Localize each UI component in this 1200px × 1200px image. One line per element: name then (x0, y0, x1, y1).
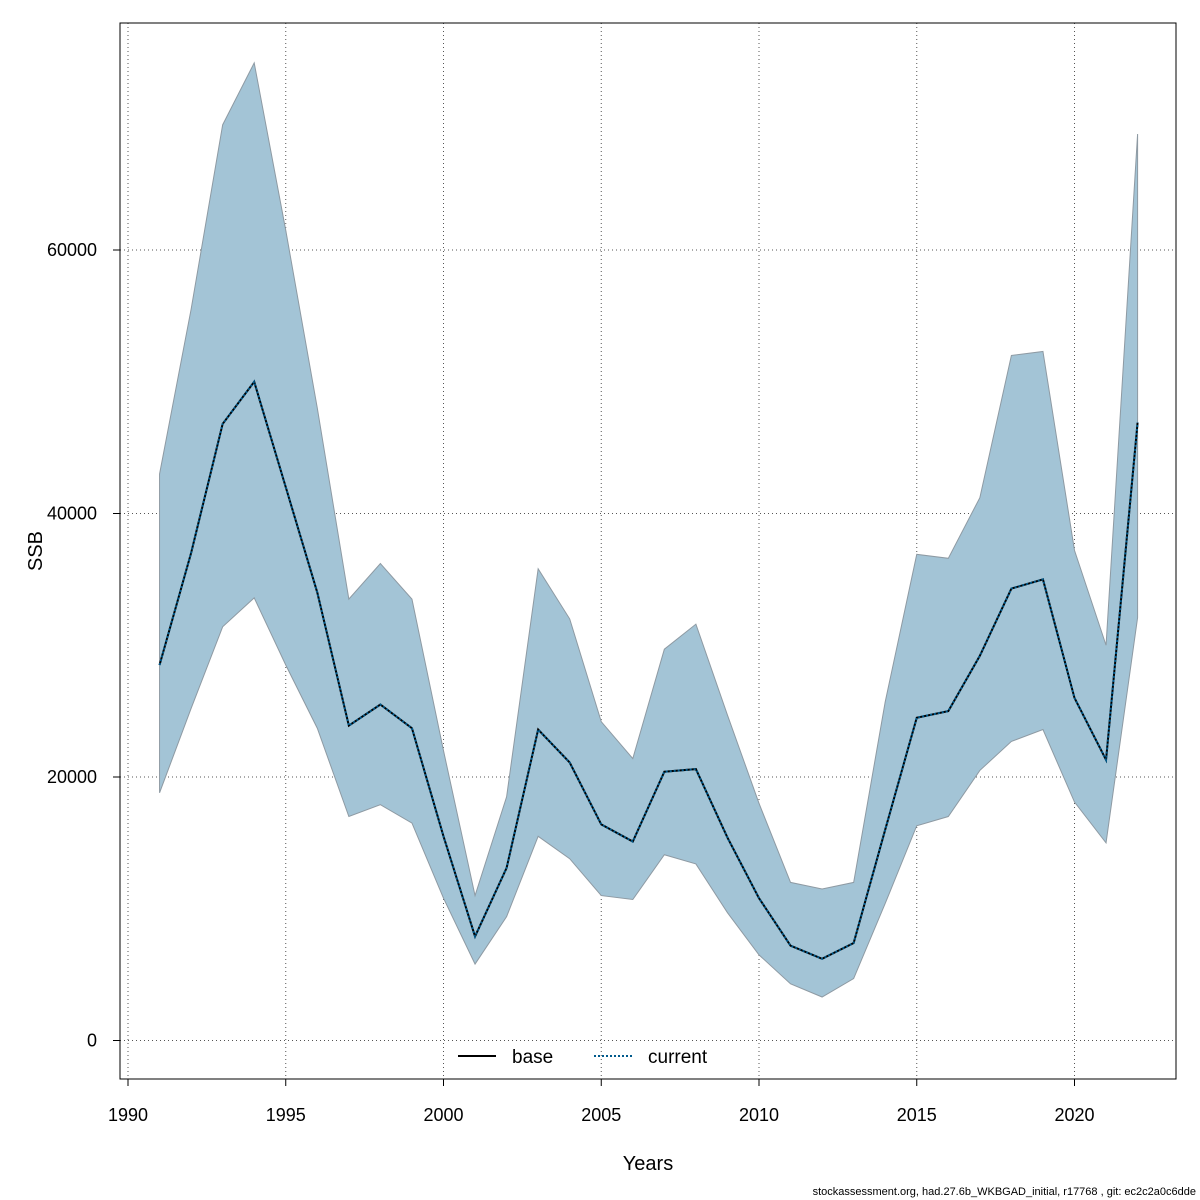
legend-label-current: current (648, 1047, 708, 1068)
x-tick-label: 2020 (1054, 1105, 1094, 1125)
series-line-current (158, 379, 1139, 960)
axes: 1990 1995 2000 2005 2010 2015 2020 0 20000 40000 6… (47, 240, 1095, 1125)
y-axis-title: SSB (25, 531, 47, 571)
y-tick-label: 20000 (47, 767, 97, 787)
x-tick-label: 2005 (581, 1105, 621, 1125)
confidence-band (159, 61, 1139, 998)
legend-label-base: base (512, 1047, 553, 1068)
x-axis-title: Years (623, 1153, 673, 1175)
y-tick-label: 40000 (47, 504, 97, 524)
y-tick-label: 0 (87, 1031, 97, 1051)
footer-credit: stockassessment.org, had.27.6b_WKBGAD_in… (812, 1186, 1196, 1198)
ssb-confidence-band (159, 61, 1139, 998)
x-tick-label: 2010 (739, 1105, 779, 1125)
series-lines (158, 379, 1139, 960)
x-tick-label: 1990 (108, 1105, 148, 1125)
x-tick-label: 2000 (423, 1105, 463, 1125)
legend: base current (458, 1047, 708, 1068)
x-tick-label: 1995 (266, 1105, 306, 1125)
x-tick-label: 2015 (897, 1105, 937, 1125)
y-tick-label: 60000 (47, 240, 97, 260)
